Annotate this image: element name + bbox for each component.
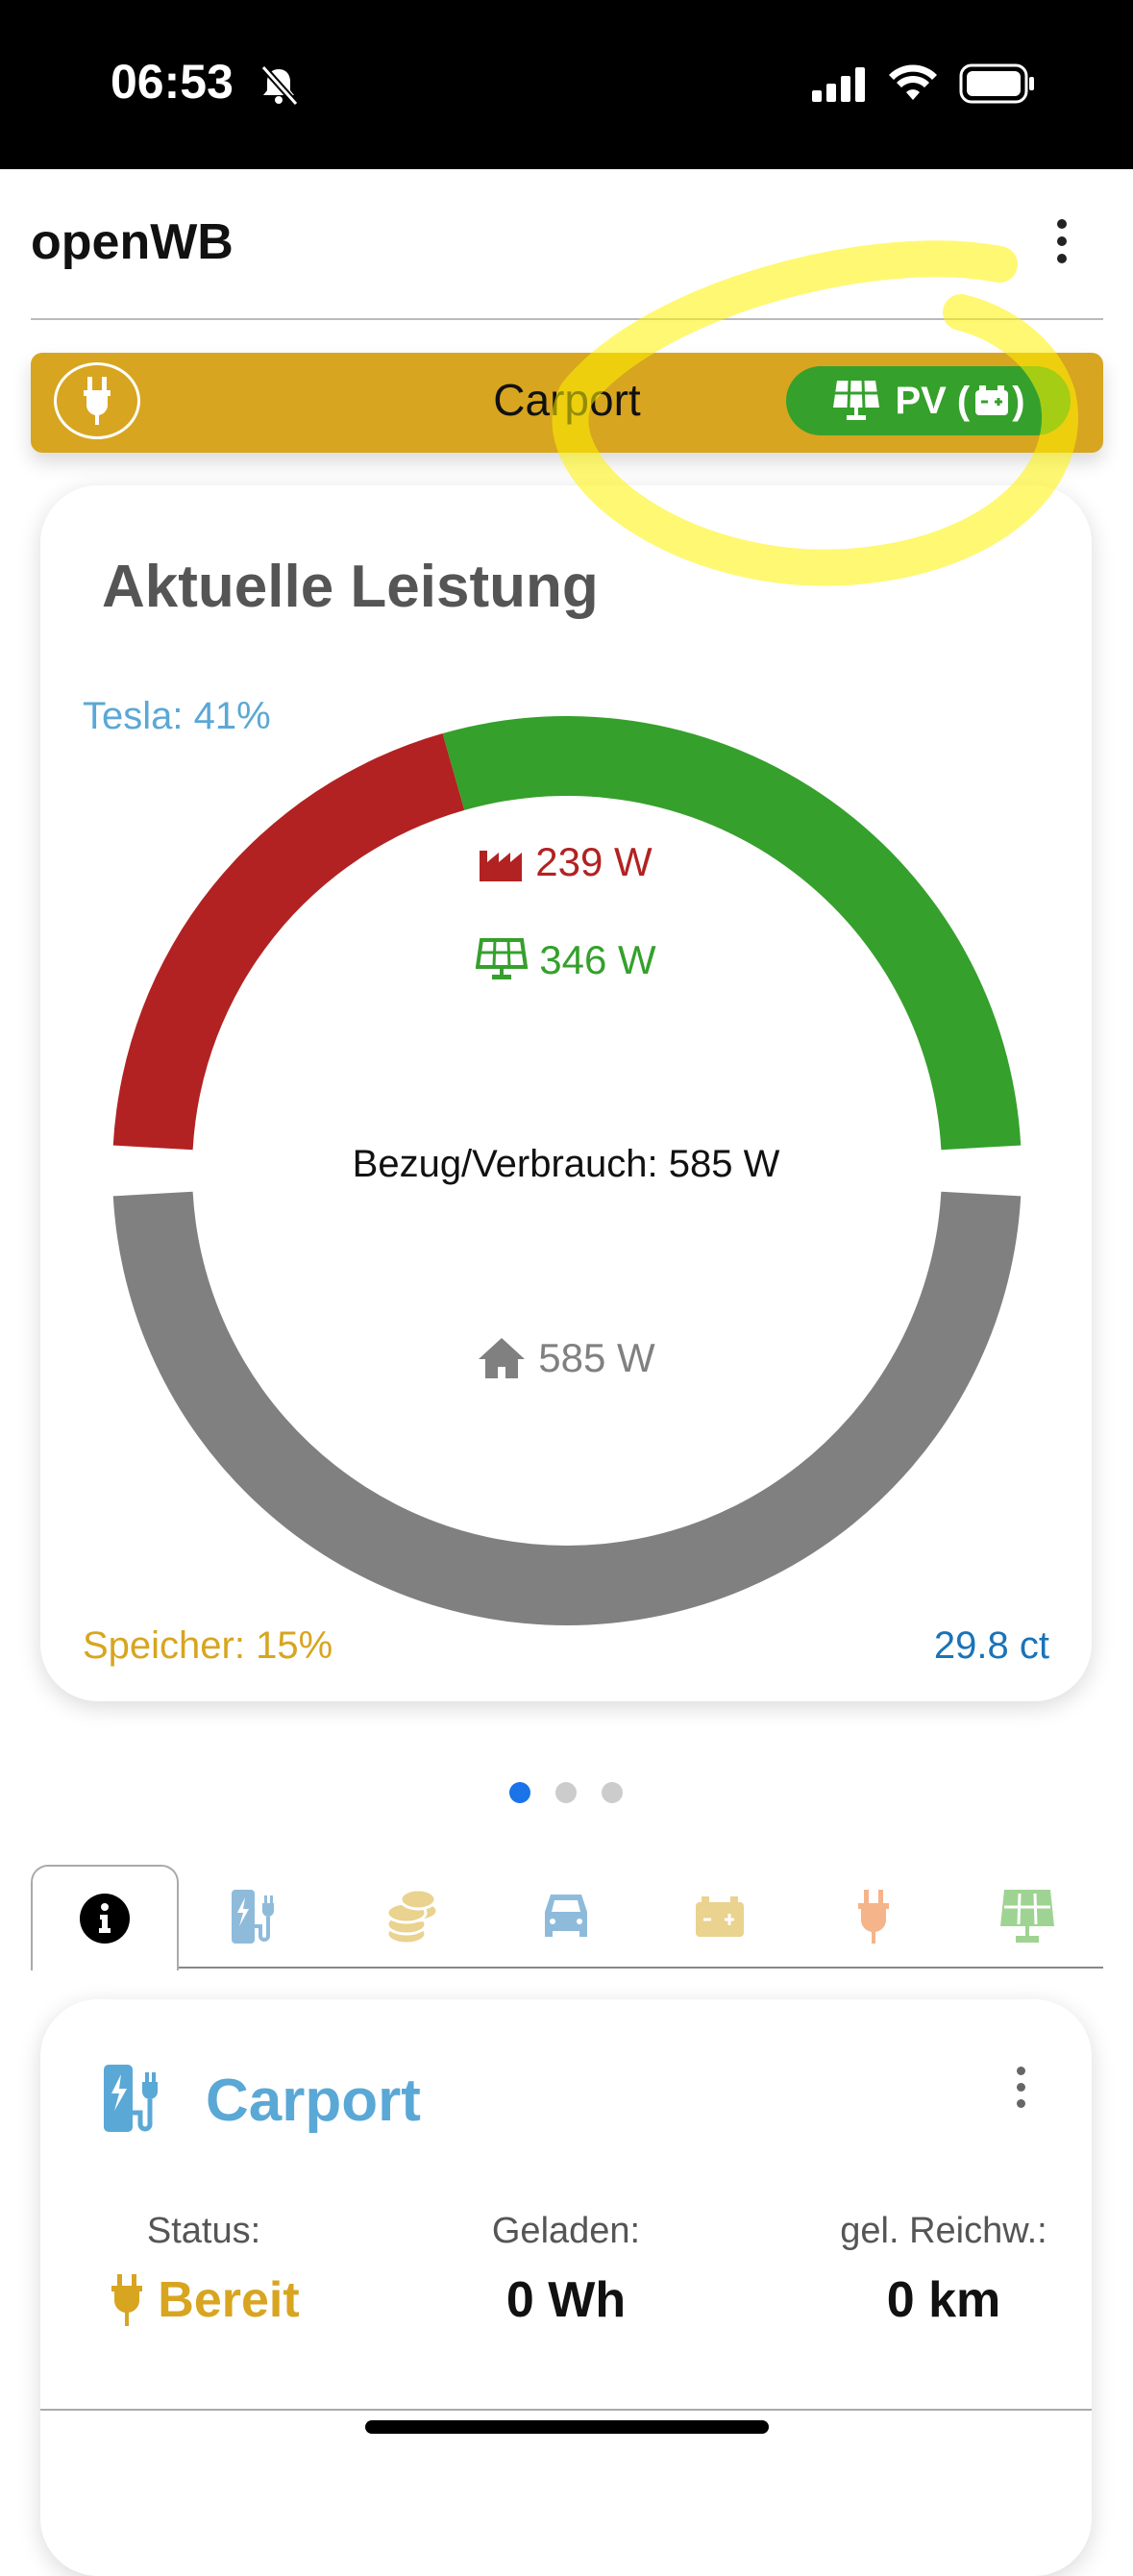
pv-value: 346 W <box>539 937 656 982</box>
charge-mode-label: PV ( <box>895 379 971 422</box>
home-indicator[interactable] <box>365 2420 769 2434</box>
power-card[interactable]: Aktuelle Leistung Tesla: 41% 239 W 346 W… <box>40 485 1092 1701</box>
house-power: 585 W <box>40 1335 1092 1381</box>
status-text: Bereit <box>158 2272 300 2328</box>
plug-icon <box>111 2274 143 2326</box>
battery-icon <box>696 1896 744 1937</box>
charged-column: Geladen: 0 Wh <box>393 2211 739 2329</box>
tab-devices[interactable] <box>800 1865 948 1969</box>
tab-battery[interactable] <box>646 1865 794 1969</box>
charge-mode-button[interactable]: PV ( ) <box>786 366 1071 435</box>
menu-button[interactable] <box>1047 219 1076 277</box>
charged-value: 0 Wh <box>505 2272 627 2328</box>
tab-chargepoints[interactable] <box>185 1865 333 1969</box>
battery-icon <box>975 385 1009 415</box>
range-label: gel. Reichw.: <box>840 2211 1047 2251</box>
battery-soc: Speicher: 15% <box>83 1624 333 1667</box>
tab-info[interactable] <box>31 1865 179 1970</box>
solar-panel-icon <box>476 938 529 979</box>
vehicle-soc: Tesla: 41% <box>83 695 271 737</box>
info-icon <box>80 1894 130 1944</box>
status-label: Status: <box>146 2211 261 2251</box>
charge-station-icon <box>232 1890 274 1944</box>
charged-label: Geladen: <box>491 2211 641 2251</box>
battery-status-icon <box>959 63 1034 104</box>
card-title: Aktuelle Leistung <box>102 554 599 620</box>
house-value: 585 W <box>538 1335 655 1380</box>
grid-value: 239 W <box>535 839 653 884</box>
chargepoint-menu-button[interactable] <box>1011 2067 1030 2116</box>
plug-button[interactable] <box>54 362 140 439</box>
divider <box>31 318 1103 320</box>
highlight-annotation <box>552 240 1078 586</box>
status-column: Status: Bereit <box>31 2211 377 2329</box>
tab-bar[interactable] <box>31 1865 1103 1970</box>
grid-power: 239 W <box>40 839 1092 885</box>
range-value: 0 km <box>886 2272 1001 2328</box>
power-donut <box>112 716 1022 1625</box>
pager[interactable] <box>509 1782 623 1803</box>
price: 29.8 ct <box>933 1624 1049 1667</box>
total-consumption: Bezug/Verbrauch: 585 W <box>352 1143 780 1185</box>
pager-dot[interactable] <box>602 1782 623 1803</box>
status-value: Bereit <box>31 2271 377 2329</box>
charge-mode-suffix: ) <box>1012 379 1025 422</box>
range-column: gel. Reichw.: 0 km <box>771 2211 1117 2329</box>
charge-station-icon <box>104 2065 158 2132</box>
car-icon <box>545 1895 587 1937</box>
pager-dot[interactable] <box>509 1782 530 1803</box>
tab-vehicles[interactable] <box>492 1865 640 1969</box>
status-bar: 06:53 <box>0 0 1133 169</box>
factory-icon <box>480 851 523 881</box>
clock: 06:53 <box>111 55 234 109</box>
solar-panel-icon <box>833 380 880 420</box>
coins-icon <box>385 1888 439 1945</box>
tab-costs[interactable] <box>338 1865 486 1969</box>
grid-arc <box>112 733 465 1151</box>
wifi-icon <box>889 64 937 100</box>
chargepoint-card[interactable]: Carport Status: Bereit Geladen: 0 Wh gel… <box>40 1999 1092 2576</box>
solar-panel-icon <box>1000 1890 1054 1943</box>
app-title: openWB <box>31 214 234 270</box>
plug-icon <box>84 377 111 425</box>
pager-dot[interactable] <box>555 1782 577 1803</box>
bell-slash-icon <box>260 64 299 106</box>
house-icon <box>479 1338 526 1378</box>
tab-pv[interactable] <box>953 1865 1101 1969</box>
divider <box>40 2409 1092 2411</box>
chargepoint-title: Carport <box>206 2068 421 2134</box>
pv-power: 346 W <box>40 937 1092 983</box>
plug-icon <box>858 1890 889 1944</box>
house-arc <box>112 1191 1022 1625</box>
pv-arc <box>442 716 1022 1151</box>
signal-icon <box>812 67 865 102</box>
